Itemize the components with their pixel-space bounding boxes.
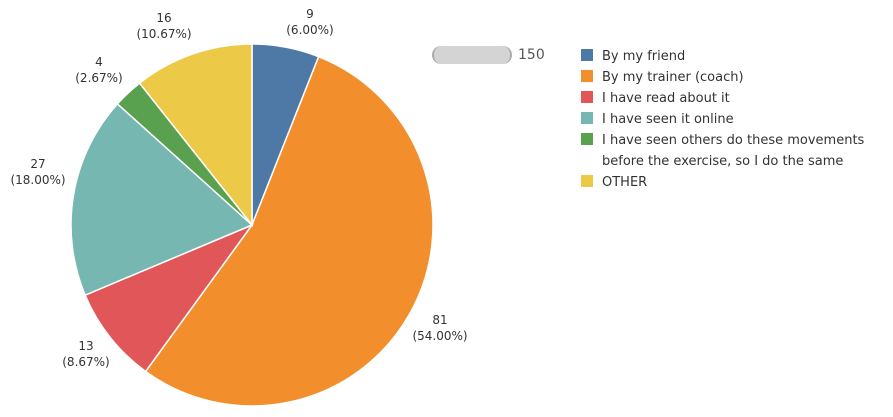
legend-swatch [581,112,593,124]
pie-slices [70,43,434,407]
legend-swatch [581,91,593,103]
legend-swatch [581,70,593,82]
slice-percent-label: (6.00%) [286,23,333,37]
legend-swatch [581,49,593,61]
slice-value-label: 27 [30,157,45,171]
legend-swatch [581,133,593,145]
pie-slice-5[interactable] [138,43,253,228]
pie-slice-1[interactable] [144,55,434,407]
slice-value-label: 4 [95,55,103,69]
slice-value-label: 16 [156,11,171,25]
slice-percent-label: (8.67%) [62,355,109,369]
slice-labels: 9 (6.00%) 81 (54.00%) 13 (8.67%) 27 (18.00%) 4 (2… [10,7,467,369]
slice-percent-label: (18.00%) [10,173,65,187]
legend-label: I have seen others do these movements be… [602,133,865,169]
legend-label: I have read about it [602,91,730,106]
legend-swatch [581,175,593,187]
legend-label: OTHER [602,175,648,190]
legend-label: I have seen it online [602,112,734,127]
size-legend-value: 150 [518,47,545,63]
legend-label: By my trainer (coach) [602,70,744,85]
pie-slice-3[interactable] [70,102,254,297]
slice-percent-label: (10.67%) [136,27,191,41]
slice-percent-label: (2.67%) [75,71,122,85]
slice-value-label: 9 [306,7,314,21]
slice-value-label: 81 [432,313,447,327]
slice-percent-label: (54.00%) [412,329,467,343]
slice-value-label: 13 [78,339,93,353]
legend-label: By my friend [602,49,686,64]
size-legend-bar [432,46,512,64]
pie-slice-2[interactable] [84,223,255,373]
